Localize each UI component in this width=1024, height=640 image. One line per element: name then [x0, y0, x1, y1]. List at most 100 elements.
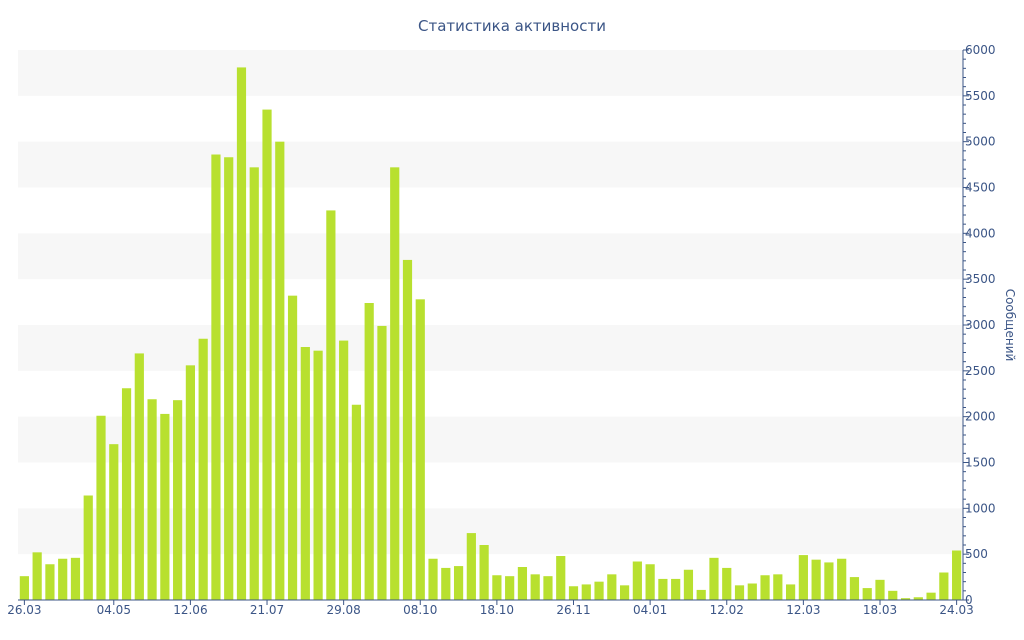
bar — [645, 564, 655, 600]
x-tick-label: 24.03 — [939, 603, 973, 617]
x-tick-label: 26.11 — [556, 603, 590, 617]
bar — [96, 415, 106, 600]
bar — [402, 259, 413, 600]
bar — [453, 566, 464, 600]
x-tick-label: 12.02 — [710, 603, 744, 617]
bar — [824, 562, 834, 600]
x-tick-label: 21.07 — [250, 603, 284, 617]
bar — [121, 388, 132, 600]
bar — [58, 558, 68, 600]
bar — [952, 550, 962, 600]
bar — [632, 561, 642, 600]
bar — [556, 556, 566, 600]
bar — [926, 592, 936, 600]
bar — [543, 576, 553, 600]
bar — [211, 154, 221, 600]
bar — [798, 555, 808, 600]
bar — [173, 400, 183, 600]
bar — [377, 325, 387, 600]
y-tick-label: 4500 — [965, 181, 996, 195]
bar — [709, 557, 719, 600]
bar — [683, 569, 694, 600]
bar — [185, 365, 195, 600]
x-tick-label: 08.10 — [403, 603, 437, 617]
bar — [734, 585, 745, 600]
bar — [581, 584, 591, 600]
bar — [19, 576, 29, 600]
bar — [351, 404, 362, 600]
bar — [428, 558, 438, 600]
x-tick-label: 04.05 — [97, 603, 131, 617]
bar — [786, 584, 796, 600]
bar — [300, 347, 310, 600]
grid-bands — [18, 50, 963, 555]
grid-band — [18, 141, 963, 188]
bar — [326, 210, 336, 600]
bar — [466, 533, 476, 600]
bar — [134, 353, 144, 600]
y-tick-label: 0 — [965, 593, 973, 607]
bar — [939, 572, 949, 600]
bar — [849, 577, 860, 600]
chart-title: Статистика активности — [418, 17, 606, 35]
y-tick-label: 2500 — [965, 364, 996, 378]
y-tick-label: 5500 — [965, 89, 996, 103]
bar — [811, 559, 821, 600]
y-axis-label: Сообщений — [1003, 289, 1017, 362]
y-tick-label: 1500 — [965, 456, 996, 470]
bar — [198, 338, 208, 600]
bar — [262, 109, 272, 600]
bar — [83, 495, 93, 600]
bar — [747, 583, 757, 600]
grid-band — [18, 50, 963, 96]
x-tick-label: 26.03 — [7, 603, 41, 617]
bar — [109, 444, 119, 600]
x-tick-label: 12.06 — [173, 603, 207, 617]
x-tick-label: 18.10 — [480, 603, 514, 617]
bar — [339, 340, 349, 600]
bar — [275, 141, 285, 600]
bar — [287, 295, 298, 600]
y-tick-label: 6000 — [965, 43, 996, 57]
bar — [236, 67, 247, 600]
bar — [160, 413, 170, 600]
bar — [479, 545, 489, 600]
grid-band — [18, 233, 963, 280]
bar — [722, 567, 732, 600]
y-tick-label: 500 — [965, 547, 988, 561]
bar — [913, 597, 923, 600]
grid-band — [18, 508, 963, 555]
x-tick-label: 12.03 — [786, 603, 820, 617]
bar — [594, 581, 604, 600]
bar — [773, 574, 783, 600]
x-tick-label: 04.01 — [633, 603, 667, 617]
bar — [441, 567, 451, 600]
bar — [415, 299, 425, 600]
bar — [505, 576, 515, 600]
bar — [32, 552, 42, 600]
bar — [568, 586, 579, 600]
grid-band — [18, 325, 963, 371]
x-ticks: 26.03 04.05 12.06 21.07 29.08 08.10 18.10 26.11… — [7, 600, 974, 617]
y-tick-label: 1000 — [965, 501, 996, 515]
y-tick-label: 3000 — [965, 318, 996, 332]
bar — [492, 575, 502, 600]
x-tick-label: 29.08 — [326, 603, 360, 617]
bar — [147, 399, 157, 600]
y-tick-label: 3500 — [965, 272, 996, 286]
bar — [530, 574, 540, 600]
bar — [888, 590, 898, 600]
bar — [224, 157, 234, 600]
y-ticks: 0 500 1000 1500 2000 2500 3000 3500 4000 4500 5000… — [963, 43, 996, 607]
bar — [517, 567, 528, 600]
x-tick-label: 18.03 — [863, 603, 897, 617]
bar — [671, 578, 681, 600]
y-tick-label: 4000 — [965, 226, 996, 240]
bar — [249, 167, 259, 601]
bar — [607, 574, 617, 600]
bar — [875, 579, 885, 600]
bar — [364, 303, 374, 600]
bar — [760, 575, 770, 600]
grid-band — [18, 416, 963, 463]
